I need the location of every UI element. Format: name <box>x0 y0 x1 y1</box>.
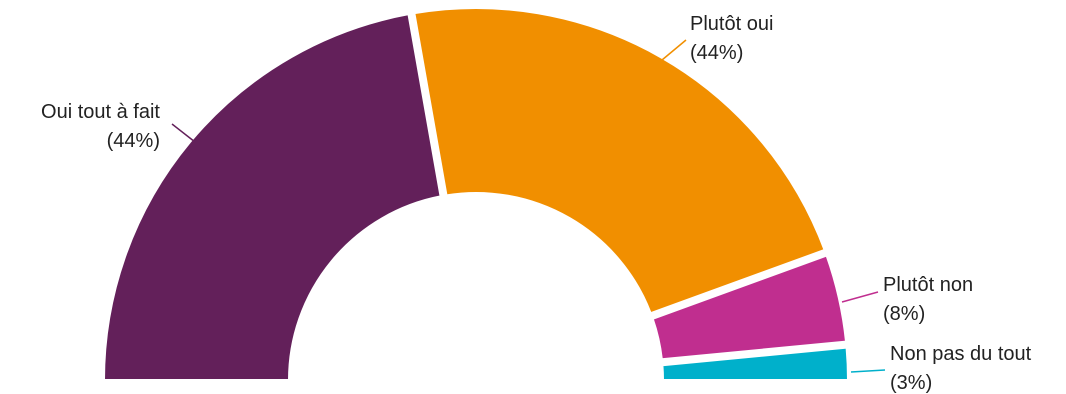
slice-3-percent: (8%) <box>883 303 925 325</box>
label-slice-2: Plutôt oui (44%) <box>690 13 773 64</box>
slice-3 <box>651 254 848 361</box>
slices-group <box>103 7 849 381</box>
leader-lines-group <box>171 39 886 373</box>
label-slice-3: Plutôt non (8%) <box>883 274 973 325</box>
leader-line-1 <box>171 123 196 143</box>
label-slice-4: Non pas du tout (3%) <box>890 343 1032 394</box>
slice-4-percent: (3%) <box>890 372 932 394</box>
slice-4 <box>661 346 849 381</box>
slice-2-percent: (44%) <box>690 42 743 64</box>
label-slice-1: Oui tout à fait (44%) <box>41 101 160 152</box>
slice-3-name: Plutôt non <box>883 274 973 296</box>
slice-1 <box>103 13 442 381</box>
leader-line-3 <box>841 291 879 303</box>
slice-4-name: Non pas du tout <box>890 343 1032 365</box>
slice-1-name: Oui tout à fait <box>41 101 160 123</box>
leader-line-2 <box>661 39 687 61</box>
slice-2-name: Plutôt oui <box>690 13 773 35</box>
slice-2 <box>413 7 826 315</box>
leader-line-4 <box>850 369 886 373</box>
slice-1-percent: (44%) <box>107 130 160 152</box>
